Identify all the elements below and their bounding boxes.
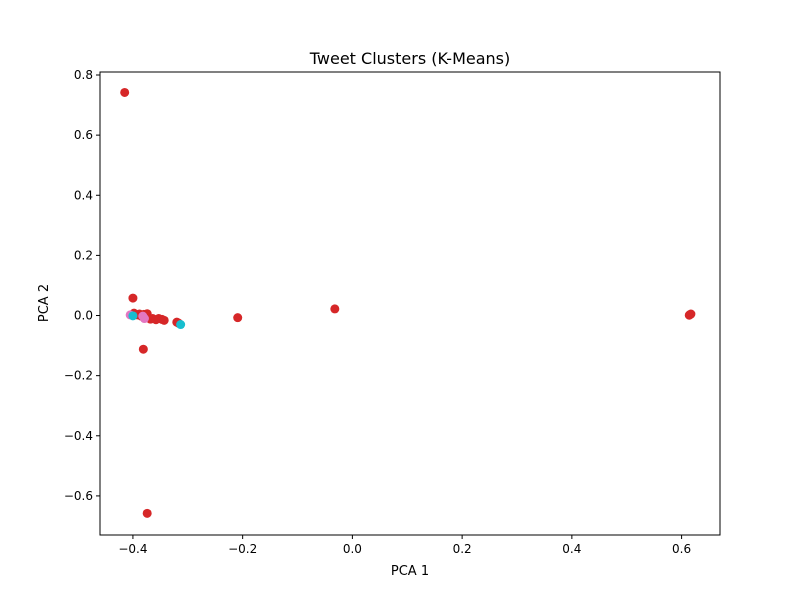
x-tick-label: 0.6: [672, 542, 691, 556]
scatter-point: [142, 508, 152, 518]
scatter-point: [120, 87, 130, 97]
y-tick-label: −0.4: [64, 429, 93, 443]
scatter-point: [139, 314, 149, 324]
chart-title: Tweet Clusters (K-Means): [309, 49, 510, 68]
x-tick-label: 0.0: [343, 542, 362, 556]
y-tick-label: 0.4: [74, 188, 93, 202]
x-tick-label: 0.4: [562, 542, 581, 556]
axes-layer: −0.4 −0.2 0.0 0.2 0.4 0.6 −0.6 −0.4 −0.2 0.0 0.2 0.…: [64, 68, 691, 556]
y-tick-label: 0.2: [74, 248, 93, 262]
plot-frame: [99, 71, 721, 536]
y-tick-label: −0.2: [64, 369, 93, 383]
scatter-point: [159, 315, 169, 325]
scatter-point: [330, 304, 340, 314]
points-layer: [120, 87, 696, 518]
scatter-point: [176, 320, 186, 330]
x-axis-label: PCA 1: [391, 564, 429, 579]
x-tick-label: −0.2: [228, 542, 257, 556]
x-tick-label: −0.4: [118, 542, 147, 556]
y-tick-label: 0.8: [74, 68, 93, 82]
scatter-point: [128, 293, 138, 303]
y-tick-label: 0.0: [74, 309, 93, 323]
scatter-point: [128, 311, 138, 321]
y-axis-label: PCA 2: [37, 284, 52, 322]
scatter-point: [138, 344, 148, 354]
y-tick-label: −0.6: [64, 489, 93, 503]
scatter-point: [233, 313, 243, 323]
x-tick-label: 0.2: [453, 542, 472, 556]
y-tick-label: 0.6: [74, 128, 93, 142]
scatter-point: [684, 310, 694, 320]
